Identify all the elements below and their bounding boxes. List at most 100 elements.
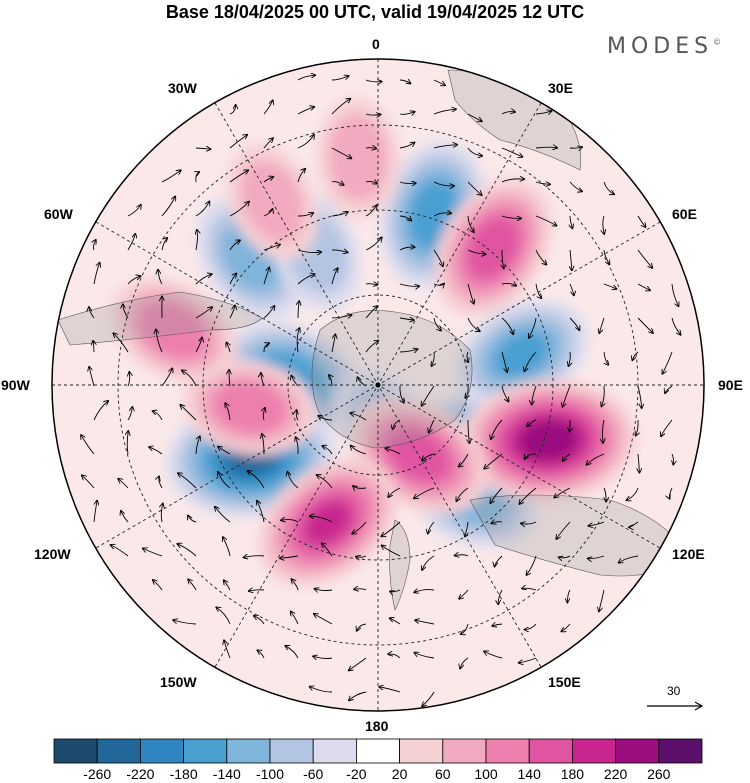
colorbar-tick-label: -60 [303, 766, 324, 782]
wind-arrow [313, 656, 333, 658]
wind-arrow [400, 385, 404, 403]
wind-arrow [570, 249, 572, 270]
wind-arrow [484, 651, 503, 659]
wind-arrow [128, 372, 130, 387]
wind-arrow [525, 623, 537, 630]
wind-arrow [248, 471, 265, 489]
wind-arrow [529, 317, 537, 338]
wind-arrow [467, 317, 480, 331]
wind-arrow [229, 170, 248, 183]
wind-arrow [381, 521, 401, 536]
wind-arrow [297, 169, 305, 183]
wind-arrow [532, 385, 537, 405]
wind-arrow [604, 351, 608, 365]
wind-arrow [467, 351, 468, 362]
wind-arrow [365, 181, 377, 183]
wind-arrow [229, 135, 247, 149]
wind-arrow [563, 385, 571, 407]
anomaly-contour [518, 419, 579, 461]
colorbar-tick-label: 180 [560, 766, 585, 782]
wind-arrow [229, 305, 235, 319]
wind-arrow [468, 419, 470, 443]
wind-arrow [599, 317, 605, 333]
colorbar-segment [615, 738, 660, 764]
wind-arrow [322, 543, 333, 557]
wind-arrow [399, 143, 415, 149]
wind-arrow [501, 385, 509, 402]
wind-arrow [351, 446, 367, 455]
wind-arrow [263, 177, 273, 183]
wind-arrow [291, 611, 299, 625]
wind-arrow [393, 419, 401, 429]
logo-text: MODES [607, 34, 714, 59]
wind-arrow [127, 431, 128, 455]
wind-arrow [569, 283, 574, 295]
wind-arrow [637, 283, 650, 290]
colorbar-tick-label: -220 [126, 766, 155, 782]
wind-vectors [81, 75, 681, 706]
wind-arrow [93, 263, 100, 285]
wind-arrow [365, 80, 382, 82]
wind-arrow [215, 507, 231, 523]
colorbar-segment [572, 738, 617, 764]
lon-label-90e: 90E [718, 377, 743, 393]
wind-arrow [280, 556, 299, 558]
wind-arrow [638, 453, 639, 473]
colorbar-segment [658, 738, 703, 764]
wind-arrow [603, 249, 609, 264]
wind-arrow [535, 182, 550, 184]
colorbar-tick-label: -100 [255, 766, 285, 782]
wind-arrow [422, 385, 435, 406]
wind-arrow [263, 245, 280, 251]
wind-arrow [123, 304, 129, 319]
wind-arrow [143, 548, 163, 557]
wind-arrow [263, 138, 273, 149]
south-america [57, 291, 263, 346]
wind-arrow [350, 413, 367, 421]
wind-arrow [127, 205, 141, 217]
wind-arrow [257, 650, 265, 659]
wind-arrow [195, 274, 212, 285]
wind-arrow [414, 653, 435, 659]
wind-arrow [399, 215, 411, 221]
wind-arrow [501, 317, 513, 334]
wind-arrow [127, 234, 135, 251]
wind-arrow [127, 407, 132, 421]
lon-label-0: 0 [372, 36, 380, 52]
colorbar-segment [183, 738, 228, 764]
wind-arrow [331, 250, 348, 252]
wind-arrow [467, 147, 482, 156]
wind-arrow [490, 487, 503, 503]
wind-arrow [229, 274, 236, 285]
wind-arrow [349, 691, 367, 700]
wind-arrow [89, 367, 95, 387]
wind-arrow [519, 487, 537, 504]
wind-arrow [195, 148, 211, 149]
wind-arrow [263, 343, 269, 353]
wind-arrow [601, 385, 604, 406]
wind-arrow [626, 487, 639, 500]
wind-arrow [491, 522, 503, 524]
wind-arrow [501, 179, 524, 183]
wind-arrow [672, 453, 674, 465]
wind-arrow [161, 170, 181, 183]
wind-arrow [331, 334, 335, 353]
wind-arrow [422, 555, 435, 570]
wind-arrow [527, 419, 537, 426]
wind-arrow [465, 521, 468, 536]
logo-copyright: © [713, 37, 722, 47]
wind-arrow [629, 521, 639, 527]
colorbar-tick-label: 220 [603, 766, 628, 782]
wind-arrow [399, 80, 411, 84]
wind-arrow [603, 283, 617, 289]
wind-arrow [153, 411, 163, 421]
colorbar-tick-label: -180 [169, 766, 198, 782]
wind-arrow [81, 435, 95, 455]
wind-arrow [415, 620, 435, 625]
wind-arrow [173, 620, 197, 625]
wind-arrow [554, 487, 571, 498]
wind-arrow [390, 618, 401, 625]
modes-logo: MODES© [607, 34, 721, 59]
wind-arrow [669, 487, 673, 499]
